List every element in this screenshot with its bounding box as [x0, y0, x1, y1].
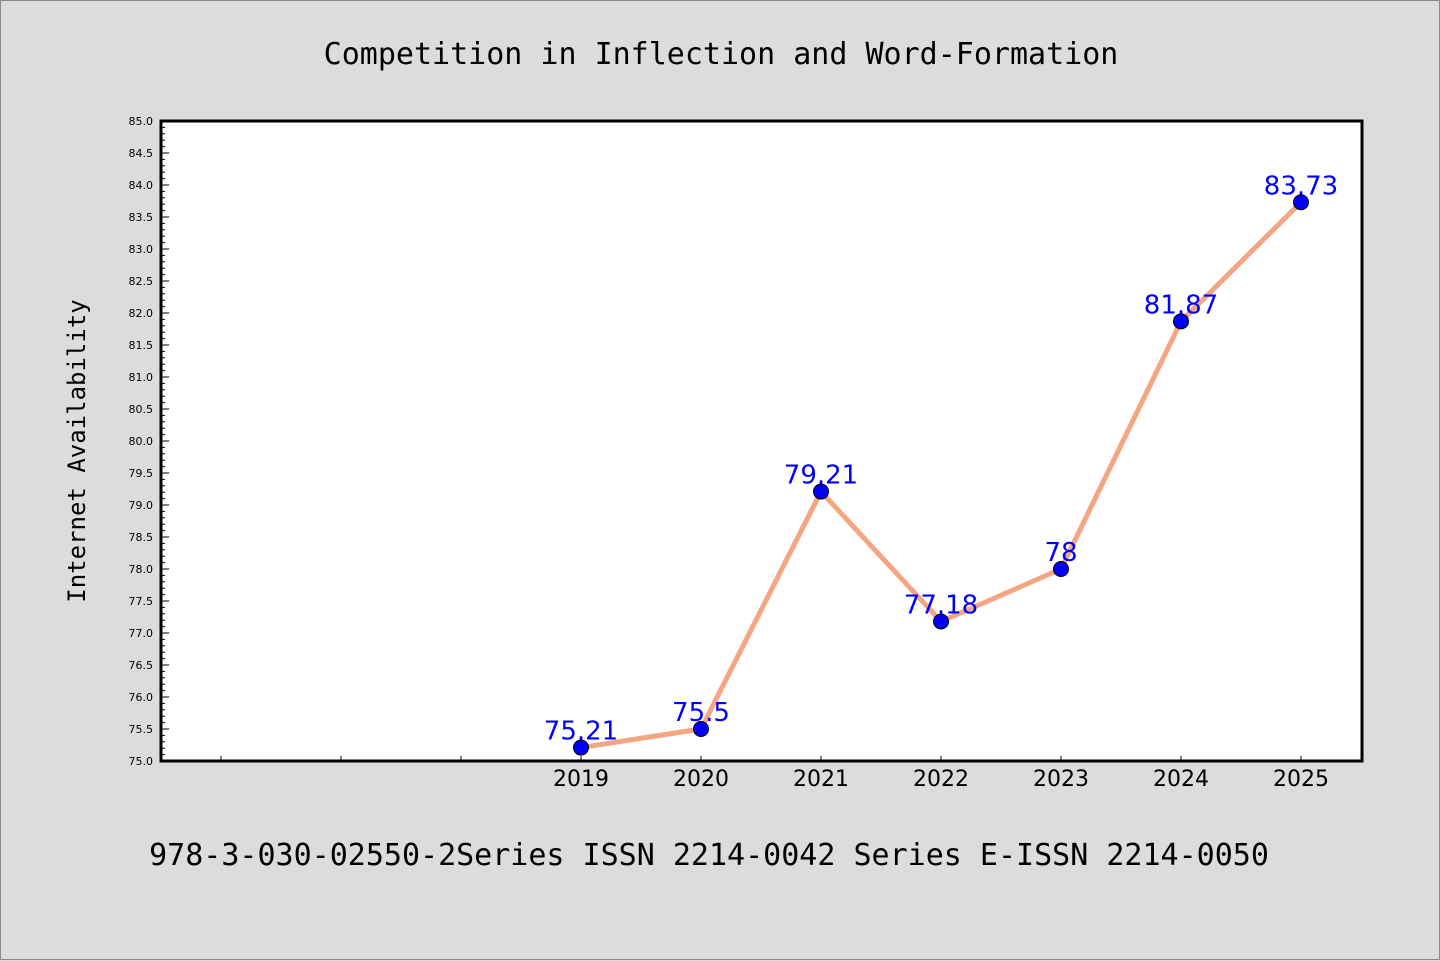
y-tick-label: 80.5 — [129, 403, 154, 416]
x-tick-label: 2021 — [793, 767, 849, 792]
y-tick-label: 79.0 — [129, 499, 154, 512]
y-tick-label: 83.0 — [129, 243, 154, 256]
y-tick-label: 84.0 — [129, 179, 154, 192]
x-axis: 2019 2020 2021 2022 2023 2024 2025 — [220, 756, 1329, 792]
data-label: 79.21 — [784, 461, 858, 491]
x-tick-label: 2024 — [1153, 767, 1209, 792]
data-label: 77.18 — [904, 590, 978, 620]
y-tick-label: 82.0 — [129, 307, 154, 320]
y-tick-label: 77.5 — [129, 595, 154, 608]
series-layer: 75.21 75.5 79.21 77.18 78 81.87 83.73 — [544, 171, 1338, 756]
y-tick-label: 78.5 — [129, 531, 154, 544]
data-point — [1293, 194, 1309, 211]
data-label: 83.73 — [1264, 171, 1338, 201]
x-tick-label: 2022 — [913, 767, 969, 792]
data-label: 78 — [1044, 538, 1077, 568]
plot-area — [159, 119, 1364, 763]
data-label: 75.21 — [544, 717, 618, 747]
y-tick-label: 79.5 — [129, 467, 154, 480]
y-tick-label: 81.0 — [129, 371, 154, 384]
y-tick-label: 75.0 — [129, 755, 154, 768]
y-tick-label: 75.5 — [129, 723, 154, 736]
x-tick-label: 2020 — [673, 767, 729, 792]
x-tick-label: 2023 — [1033, 767, 1089, 792]
y-tick-label: 76.5 — [129, 659, 154, 672]
y-axis: 75.0 75.5 76.0 76.5 77.0 77.5 78.0 78.5 79.0 79.5… — [129, 115, 169, 768]
data-point — [933, 613, 949, 630]
y-tick-label: 80.0 — [129, 435, 154, 448]
y-tick-label: 84.5 — [129, 147, 154, 160]
data-point — [573, 739, 589, 756]
y-tick-label: 85.0 — [129, 115, 154, 128]
data-point — [1173, 313, 1189, 330]
x-tick-label: 2019 — [553, 767, 609, 792]
y-tick-label: 82.5 — [129, 275, 154, 288]
y-axis-label: Internet Availability — [63, 299, 91, 602]
data-point — [813, 483, 829, 500]
data-label: 81.87 — [1144, 290, 1218, 320]
data-point — [1053, 561, 1069, 577]
y-tick-label: 81.5 — [129, 339, 154, 352]
chart-title: Competition in Inflection and Word-Forma… — [324, 37, 1119, 72]
y-tick-label: 76.0 — [129, 691, 154, 704]
footer-text: 978-3-030-02550-2Series ISSN 2214-0042 S… — [149, 838, 1269, 873]
y-tick-label: 78.0 — [129, 563, 154, 576]
data-point — [693, 721, 709, 737]
data-label: 75.5 — [672, 698, 730, 728]
y-tick-label: 77.0 — [129, 627, 154, 640]
x-tick-label: 2025 — [1273, 767, 1329, 792]
y-tick-label: 83.5 — [129, 211, 154, 224]
